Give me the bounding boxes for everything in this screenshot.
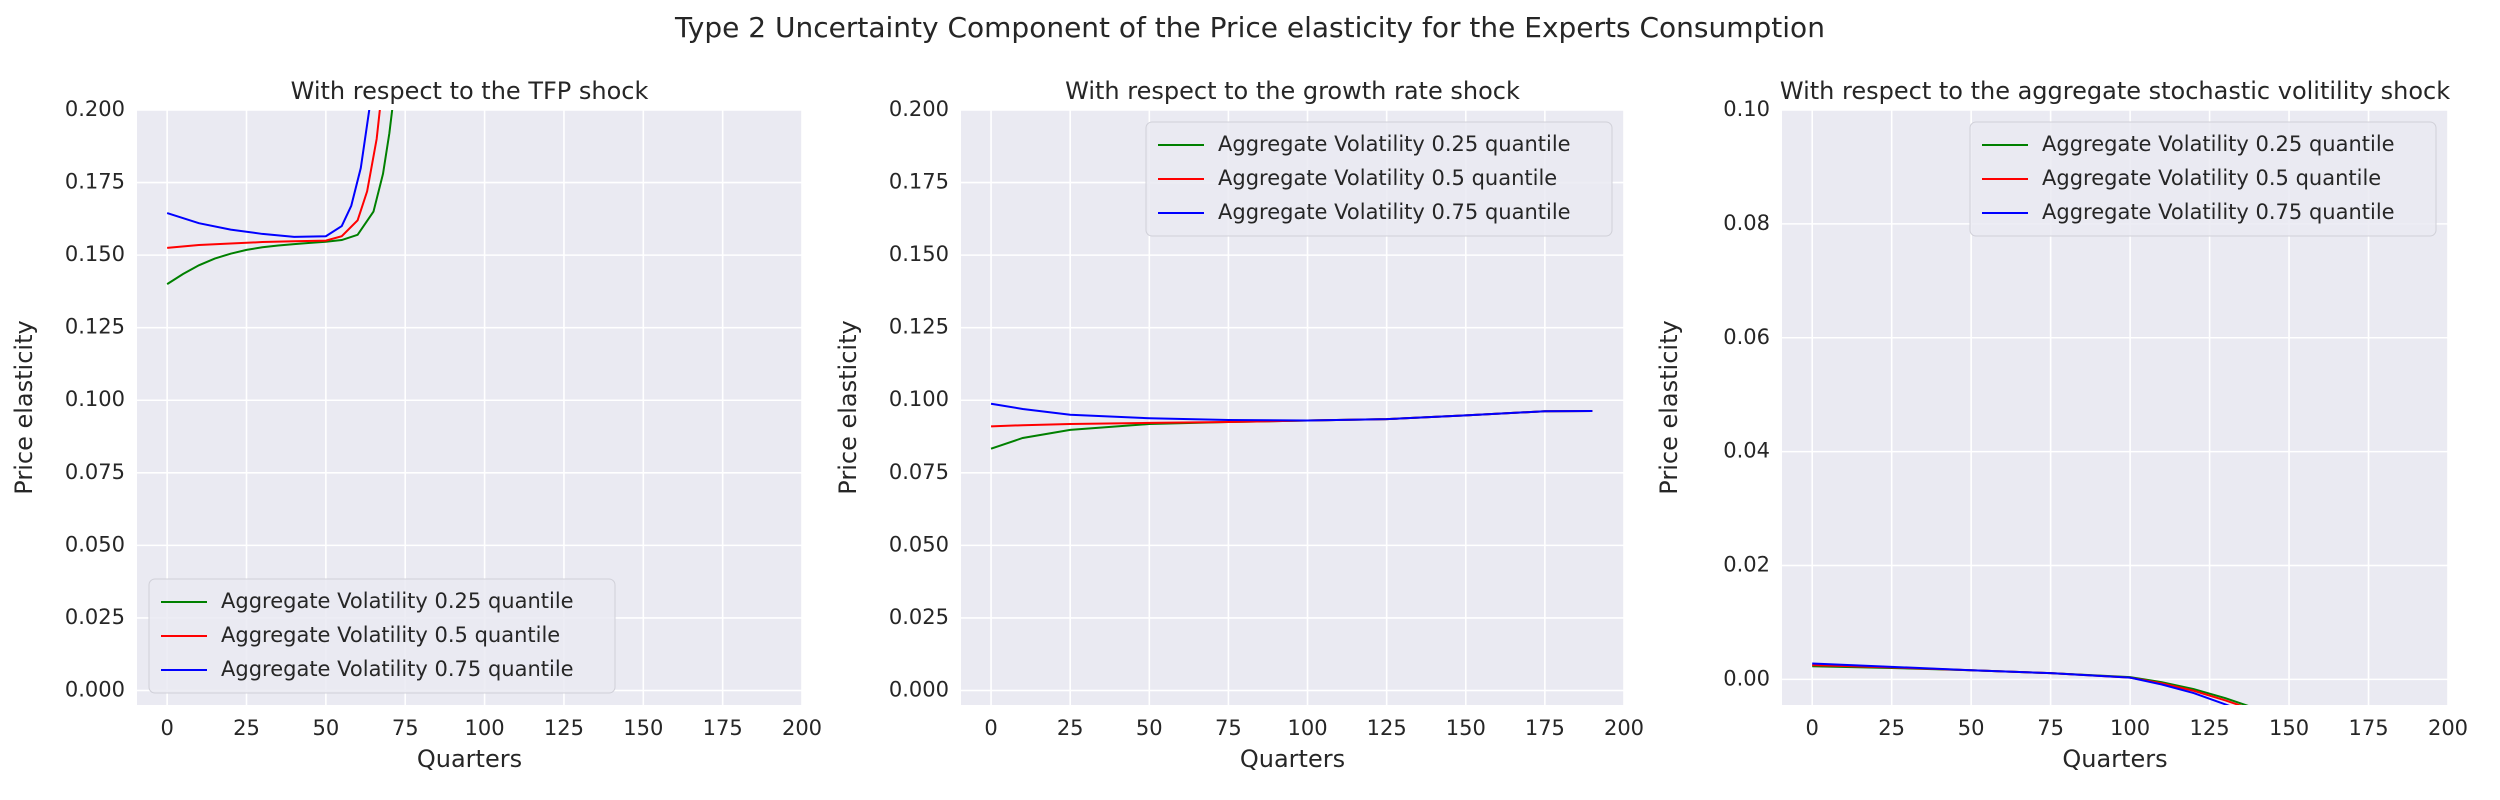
y-tick-label: 0.06 [1723, 325, 1770, 349]
y-axis-label: Price elasticity [10, 320, 38, 494]
series-line [1812, 662, 2230, 705]
subplot-title: With respect to the aggregate stochastic… [1780, 77, 2450, 105]
legend-box [1145, 121, 1613, 237]
x-tick-label: 0 [984, 716, 997, 740]
x-axis-label: Quarters [417, 745, 522, 773]
lines [166, 110, 394, 285]
x-tick-label: 25 [233, 716, 260, 740]
x-tick-label: 175 [1525, 716, 1565, 740]
y-axis-label: Price elasticity [834, 320, 862, 494]
x-tick-label: 0 [160, 716, 173, 740]
legend: Aggregate Volatility 0.25 quantile Aggreg… [1969, 121, 2437, 237]
x-axis-label: Quarters [2062, 745, 2167, 773]
y-tick-label: 0.200 [65, 97, 125, 121]
legend-label: Aggregate Volatility 0.25 quantile [1218, 132, 1571, 156]
y-tick-label: 0.000 [889, 677, 949, 701]
x-tick-label: 50 [1958, 716, 1985, 740]
x-tick-label: 150 [623, 716, 663, 740]
y-tick-label: 0.02 [1723, 553, 1770, 577]
x-tick-label: 125 [2190, 716, 2230, 740]
legend-label: Aggregate Volatility 0.5 quantile [221, 623, 560, 647]
legend-label: Aggregate Volatility 0.75 quantile [2042, 200, 2395, 224]
lines [1812, 662, 2249, 705]
legend-label: Aggregate Volatility 0.75 quantile [221, 657, 574, 681]
x-tick-label: 50 [312, 716, 339, 740]
y-tick-label: 0.04 [1723, 439, 1770, 463]
y-axis-label: Price elasticity [1655, 320, 1683, 494]
x-tick-label: 100 [2110, 716, 2150, 740]
y-tick-label: 0.100 [889, 387, 949, 411]
x-tick-label: 75 [1215, 716, 1242, 740]
series-line [166, 110, 371, 238]
lines [990, 402, 1593, 450]
y-tick-label: 0.175 [65, 170, 125, 194]
legend-label: Aggregate Volatility 0.5 quantile [1218, 166, 1557, 190]
subplot-title: With respect to the TFP shock [291, 77, 649, 105]
subplot: 0.000 0.025 0.050 0.075 0.100 0.125 0.150 0.175… [10, 77, 822, 773]
subplot: 0.000 0.025 0.050 0.075 0.100 0.125 0.150 0.175… [834, 77, 1644, 773]
x-axis-label: Quarters [1240, 745, 1345, 773]
x-tick-label: 200 [782, 716, 822, 740]
x-tick-label: 100 [465, 716, 505, 740]
x-tick-label: 75 [392, 716, 419, 740]
x-tick-label: 75 [2037, 716, 2064, 740]
subplot: 0.00 0.02 0.04 0.06 0.08 0.10 0 25 50 75 100 125 150… [1655, 77, 2468, 773]
legend-label: Aggregate Volatility 0.75 quantile [1218, 200, 1571, 224]
x-tick-label: 50 [1136, 716, 1163, 740]
legend-box [148, 578, 616, 694]
x-tick-label: 150 [2269, 716, 2309, 740]
y-tick-label: 0.125 [889, 315, 949, 339]
series-line [990, 402, 1593, 422]
y-tick-label: 0.150 [65, 242, 125, 266]
subplot-title: With respect to the growth rate shock [1065, 77, 1520, 105]
y-tick-label: 0.125 [65, 315, 125, 339]
y-tick-label: 0.075 [65, 460, 125, 484]
x-tick-label: 175 [703, 716, 743, 740]
y-tick-label: 0.00 [1723, 666, 1770, 690]
legend-label: Aggregate Volatility 0.5 quantile [2042, 166, 2381, 190]
legend: Aggregate Volatility 0.25 quantile Aggreg… [1145, 121, 1613, 237]
x-tick-label: 175 [2348, 716, 2388, 740]
y-tick-label: 0.200 [889, 97, 949, 121]
x-tick-label: 200 [1604, 716, 1644, 740]
x-tick-label: 125 [544, 716, 584, 740]
y-tick-label: 0.175 [889, 170, 949, 194]
y-tick-label: 0.025 [889, 605, 949, 629]
legend-label: Aggregate Volatility 0.25 quantile [221, 589, 574, 613]
x-tick-label: 200 [2428, 716, 2468, 740]
series-line [167, 110, 381, 249]
y-tick-label: 0.025 [65, 605, 125, 629]
legend: Aggregate Volatility 0.25 quantile Aggreg… [148, 578, 616, 694]
y-tick-label: 0.10 [1723, 97, 1770, 121]
series-line [166, 110, 394, 285]
y-tick-label: 0.150 [889, 242, 949, 266]
y-tick-label: 0.000 [65, 677, 125, 701]
y-tick-label: 0.100 [65, 387, 125, 411]
y-tick-label: 0.050 [65, 532, 125, 556]
x-tick-label: 25 [1057, 716, 1084, 740]
y-tick-label: 0.050 [889, 532, 949, 556]
x-tick-label: 100 [1287, 716, 1327, 740]
figure-title: Type 2 Uncertainty Component of the Pric… [674, 11, 1825, 44]
y-tick-label: 0.08 [1723, 211, 1770, 235]
x-tick-label: 150 [1446, 716, 1486, 740]
legend-box [1969, 121, 2437, 237]
x-tick-label: 0 [1806, 716, 1819, 740]
y-tick-label: 0.075 [889, 460, 949, 484]
x-tick-label: 125 [1367, 716, 1407, 740]
legend-label: Aggregate Volatility 0.25 quantile [2042, 132, 2395, 156]
x-tick-label: 25 [1878, 716, 1905, 740]
